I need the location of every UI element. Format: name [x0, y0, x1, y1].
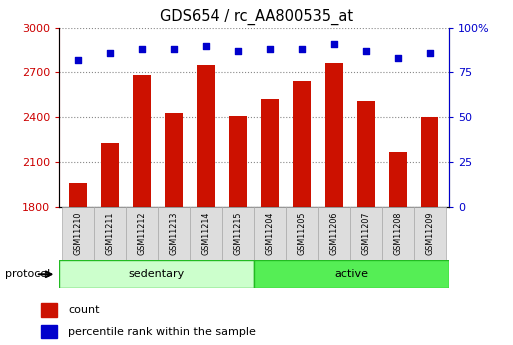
- Bar: [165, 113, 183, 207]
- Bar: [318, 207, 350, 260]
- Bar: [229, 116, 247, 207]
- Text: active: active: [334, 269, 368, 279]
- Bar: [261, 99, 279, 207]
- Text: GSM11209: GSM11209: [425, 212, 434, 256]
- Text: GSM11204: GSM11204: [265, 212, 274, 255]
- Bar: [69, 183, 87, 207]
- Point: [266, 46, 274, 52]
- Text: protocol: protocol: [5, 269, 50, 279]
- Bar: [222, 207, 254, 260]
- Point: [170, 46, 178, 52]
- Bar: [389, 152, 406, 207]
- Bar: [158, 207, 190, 260]
- Text: GSM11210: GSM11210: [74, 212, 83, 255]
- Bar: [350, 207, 382, 260]
- Point: [298, 46, 306, 52]
- Text: GSM11213: GSM11213: [169, 212, 179, 255]
- Bar: [94, 207, 126, 260]
- Text: GSM11215: GSM11215: [233, 212, 243, 256]
- Text: count: count: [68, 305, 100, 315]
- Bar: [197, 65, 215, 207]
- Text: GSM11206: GSM11206: [329, 212, 339, 255]
- Point: [330, 41, 338, 47]
- Bar: [382, 207, 413, 260]
- Bar: [325, 63, 343, 207]
- Bar: [59, 260, 254, 288]
- Bar: [413, 207, 446, 260]
- Text: GSM11214: GSM11214: [202, 212, 210, 255]
- Text: percentile rank within the sample: percentile rank within the sample: [68, 327, 256, 337]
- Point: [426, 50, 434, 56]
- Text: GSM11211: GSM11211: [106, 212, 114, 255]
- Bar: [133, 76, 151, 207]
- Bar: [254, 260, 449, 288]
- Point: [362, 48, 370, 54]
- Bar: [293, 81, 311, 207]
- Point: [234, 48, 242, 54]
- Bar: [190, 207, 222, 260]
- Bar: [421, 117, 439, 207]
- Bar: [254, 207, 286, 260]
- Text: GDS654 / rc_AA800535_at: GDS654 / rc_AA800535_at: [160, 9, 353, 25]
- Bar: [286, 207, 318, 260]
- Bar: [126, 207, 158, 260]
- Point: [106, 50, 114, 56]
- Text: GSM11212: GSM11212: [137, 212, 147, 256]
- Text: GSM11205: GSM11205: [298, 212, 306, 256]
- Text: GSM11207: GSM11207: [361, 212, 370, 256]
- Text: sedentary: sedentary: [128, 269, 185, 279]
- Point: [202, 43, 210, 48]
- Point: [138, 46, 146, 52]
- Bar: [357, 101, 374, 207]
- Bar: [41, 325, 57, 338]
- Bar: [41, 303, 57, 317]
- Point: [393, 55, 402, 61]
- Point: [74, 57, 82, 63]
- Bar: [62, 207, 94, 260]
- Bar: [102, 143, 119, 207]
- Text: GSM11208: GSM11208: [393, 212, 402, 255]
